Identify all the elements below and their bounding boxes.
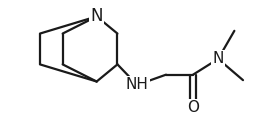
Text: O: O [187, 100, 199, 115]
Text: N: N [212, 51, 224, 66]
Text: N: N [90, 7, 103, 25]
Text: NH: NH [126, 77, 148, 92]
